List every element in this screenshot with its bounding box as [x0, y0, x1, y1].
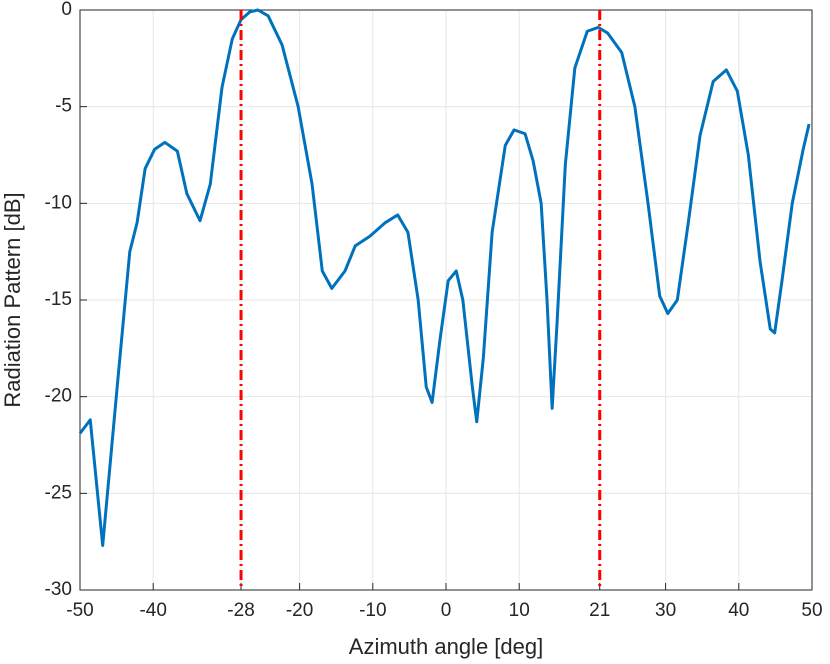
x-tick-label: 50: [801, 600, 822, 621]
y-axis-label: Radiation Pattern [dB]: [0, 192, 25, 407]
y-tick-label: -15: [45, 289, 72, 310]
x-tick-label: -10: [359, 600, 386, 621]
x-tick-label: 30: [655, 600, 676, 621]
y-tick-label: -5: [55, 96, 72, 117]
y-tick-label: -20: [45, 386, 72, 407]
x-tick-label: -50: [66, 600, 93, 621]
y-tick-label: -10: [45, 192, 72, 213]
x-tick-label: 40: [728, 600, 749, 621]
x-axis-label: Azimuth angle [deg]: [349, 634, 543, 659]
x-tick-label: 21: [589, 600, 610, 621]
x-tick-label: -28: [227, 600, 254, 621]
x-tick-label: -20: [286, 600, 313, 621]
x-tick-label: -40: [139, 600, 166, 621]
x-tick-label: 0: [441, 600, 452, 621]
data-line: [78, 8, 811, 548]
plot-frame: [79, 9, 813, 591]
y-tick-label: 0: [61, 0, 72, 20]
y-tick-label: -25: [45, 482, 72, 503]
y-tick-label: -30: [45, 579, 72, 600]
x-tick-label: 10: [509, 600, 530, 621]
